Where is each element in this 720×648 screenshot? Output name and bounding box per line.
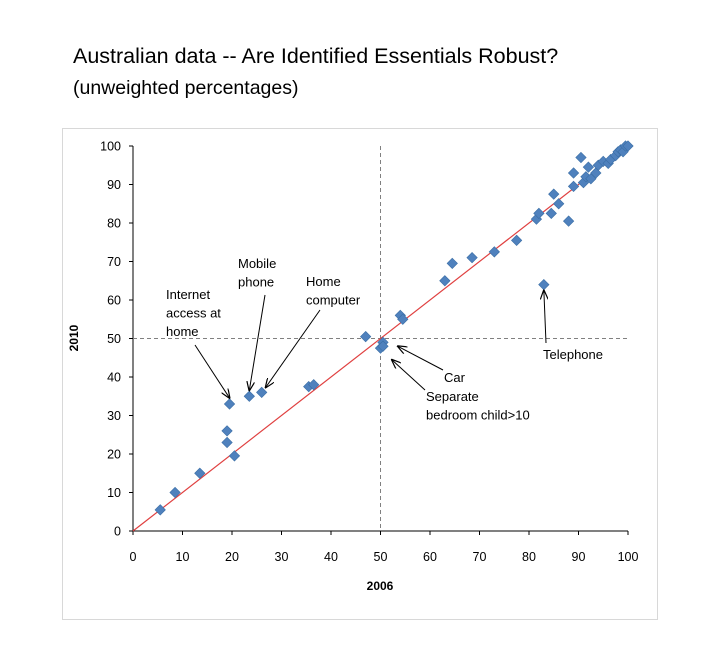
- y-tick-label: 90: [107, 178, 121, 192]
- x-tick-label: 40: [324, 550, 338, 564]
- annotation-label: Separate: [426, 389, 479, 404]
- annotation-arrow: [398, 346, 444, 371]
- x-tick-label: 80: [522, 550, 536, 564]
- y-tick-label: 100: [100, 140, 121, 154]
- data-point: [221, 425, 233, 437]
- data-point: [169, 486, 181, 499]
- data-point: [553, 198, 565, 210]
- annotation-arrow: [266, 309, 321, 387]
- x-tick-label: 50: [374, 550, 388, 564]
- x-tick-label: 30: [275, 550, 289, 564]
- y-tick-label: 80: [107, 217, 121, 231]
- y-tick-label: 50: [107, 332, 121, 346]
- y-tick-label: 20: [107, 448, 121, 462]
- x-tick-label: 20: [225, 550, 239, 564]
- data-point: [466, 252, 478, 264]
- chart-frame: [62, 128, 658, 620]
- data-point: [575, 151, 587, 164]
- x-tick-label: 60: [423, 550, 437, 564]
- data-point: [511, 234, 523, 246]
- annotation-label: Home: [306, 274, 341, 289]
- x-tick-label: 10: [176, 550, 190, 564]
- annotation-label: phone: [238, 275, 274, 290]
- chart-title: Australian data -- Are Identified Essent…: [73, 44, 559, 68]
- annotation-arrow: [392, 360, 426, 391]
- annotation-label: Internet: [166, 287, 210, 302]
- data-point: [377, 340, 389, 352]
- data-point: [545, 207, 557, 219]
- y-tick-label: 40: [107, 371, 121, 385]
- x-tick-label: 70: [473, 550, 487, 564]
- data-point: [567, 180, 580, 193]
- data-point: [154, 504, 166, 516]
- annotation-label: bedroom child>10: [426, 408, 530, 423]
- annotation-label: Mobile: [238, 256, 276, 271]
- data-point: [439, 275, 451, 287]
- annotation-label: Car: [444, 370, 466, 385]
- y-tick-label: 30: [107, 409, 121, 423]
- x-tick-label: 90: [572, 550, 586, 564]
- data-point: [567, 167, 580, 179]
- data-point: [488, 246, 500, 258]
- data-point: [194, 467, 206, 479]
- diagonal-line: [132, 145, 629, 532]
- x-tick-label: 0: [130, 550, 137, 564]
- x-tick-label: 100: [618, 550, 639, 564]
- data-point: [360, 330, 372, 343]
- annotation-arrow: [544, 291, 546, 344]
- data-point: [562, 215, 575, 227]
- y-tick-label: 10: [107, 486, 121, 500]
- data-point: [548, 188, 560, 200]
- data-point: [223, 398, 236, 410]
- data-point: [397, 313, 409, 325]
- chart-subtitle: (unweighted percentages): [73, 77, 299, 99]
- annotation-arrow: [194, 344, 230, 398]
- annotation-label: home: [166, 324, 199, 339]
- y-axis-label: 2010: [67, 324, 81, 351]
- annotation-label: access at: [166, 306, 221, 321]
- data-point: [308, 379, 320, 391]
- annotation-label: computer: [306, 293, 361, 308]
- data-point: [622, 140, 634, 152]
- data-point: [221, 436, 233, 449]
- y-tick-label: 70: [107, 255, 121, 269]
- data-point: [538, 278, 550, 291]
- data-point: [446, 257, 458, 270]
- annotation-label: Telephone: [543, 347, 603, 362]
- annotation-arrow: [249, 294, 266, 390]
- data-point: [533, 207, 545, 219]
- data-point: [256, 386, 268, 399]
- data-point: [243, 390, 255, 402]
- x-axis-label: 2006: [367, 579, 394, 593]
- y-tick-label: 0: [114, 525, 121, 539]
- y-tick-label: 60: [107, 294, 121, 308]
- data-point: [228, 450, 241, 462]
- data-point: [582, 161, 595, 173]
